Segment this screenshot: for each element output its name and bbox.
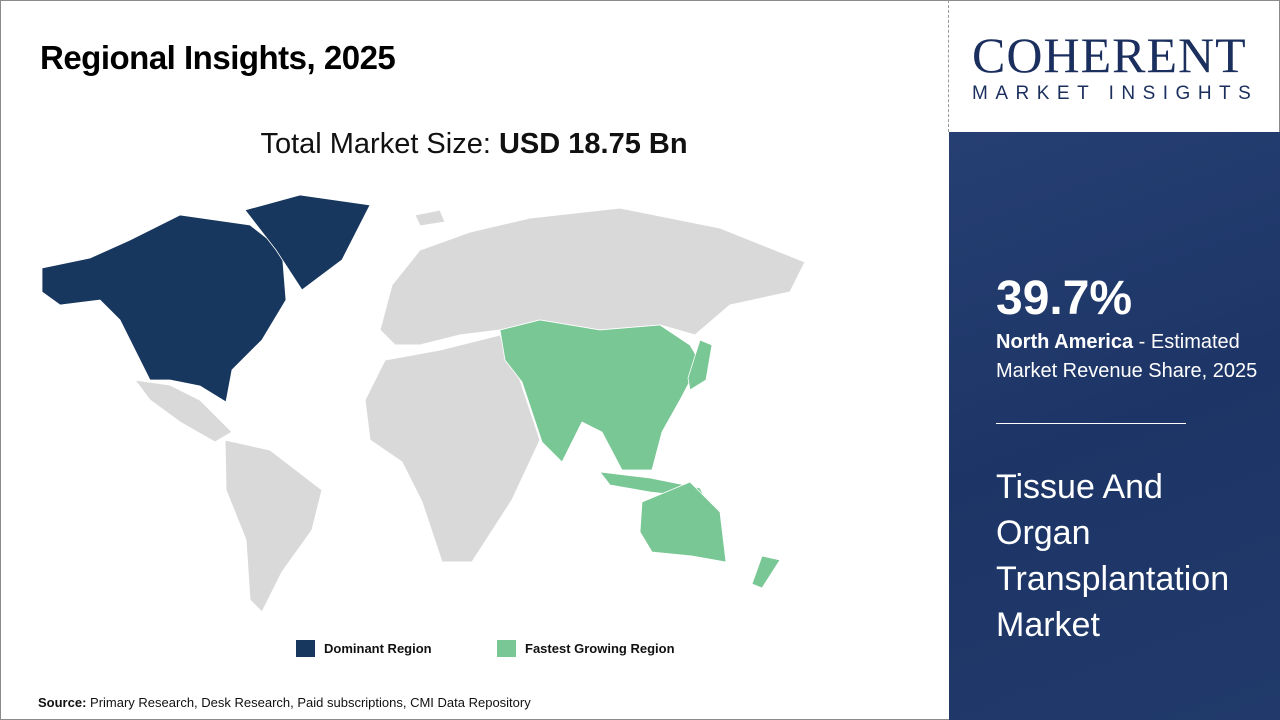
region-name: North America	[996, 331, 1134, 353]
legend-swatch-fastest	[497, 640, 516, 657]
region-iceland	[414, 209, 446, 227]
legend-dominant: Dominant Region	[296, 640, 432, 657]
insight-panel: 39.7% North America - Estimated Market R…	[949, 132, 1280, 720]
world-map	[41, 194, 806, 613]
legend-label: Fastest Growing Region	[525, 641, 675, 656]
region-japan	[687, 339, 713, 391]
region-europe-russia	[379, 207, 806, 346]
legend-label: Dominant Region	[324, 641, 432, 656]
source-note: Source: Primary Research, Desk Research,…	[38, 695, 531, 711]
source-label: Source:	[38, 695, 87, 710]
region-greenland	[244, 194, 371, 291]
region-new-zealand	[751, 555, 781, 589]
page-title: Regional Insights, 2025	[40, 39, 396, 76]
legend-fastest: Fastest Growing Region	[497, 640, 675, 657]
total-market-size: Total Market Size: USD 18.75 Bn	[0, 126, 948, 162]
logo: COHERENT MARKET INSIGHTS	[950, 0, 1280, 132]
region-mexico-central-america	[133, 379, 233, 443]
market-name: Tissue And Organ Transplantation Market	[996, 468, 1230, 644]
share-description: North America - Estimated Market Revenue…	[996, 328, 1266, 386]
region-middle-east-africa	[364, 334, 541, 563]
region-asia	[499, 319, 701, 471]
panel-divider	[996, 423, 1186, 424]
legend-swatch-dominant	[296, 640, 315, 657]
region-south-america	[224, 439, 323, 613]
source-text: Primary Research, Desk Research, Paid su…	[86, 695, 531, 710]
share-percent: 39.7%	[996, 272, 1133, 325]
total-label: Total Market Size:	[260, 128, 499, 160]
divider	[948, 0, 949, 132]
region-australia	[639, 481, 727, 563]
logo-name: COHERENT	[972, 27, 1247, 83]
region-north-america	[41, 214, 287, 403]
share-desc-text: - Estimated Market Revenue Share, 2025	[996, 331, 1258, 382]
logo-tagline: MARKET INSIGHTS	[972, 83, 1259, 104]
total-value: USD 18.75 Bn	[498, 128, 688, 160]
